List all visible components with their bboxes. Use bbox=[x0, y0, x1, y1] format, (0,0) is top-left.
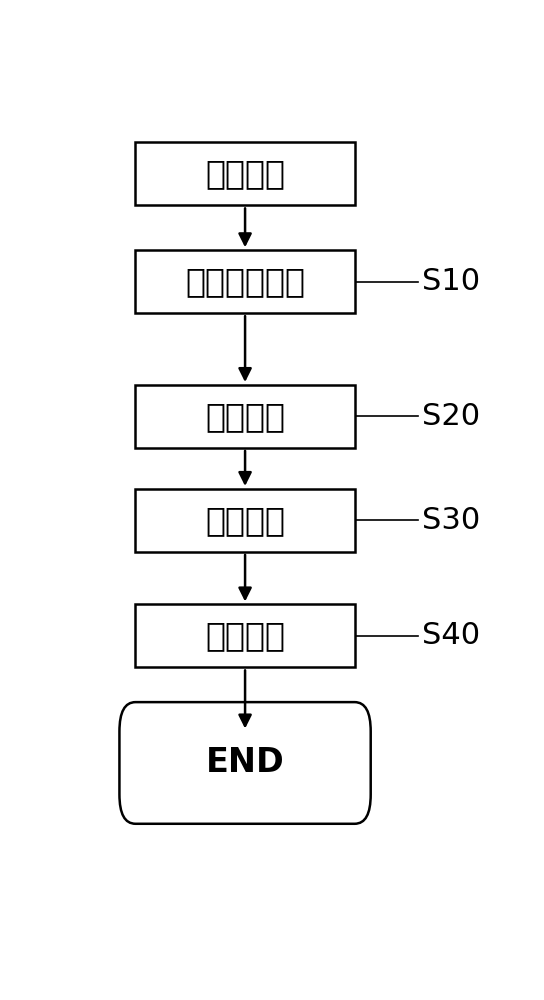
Bar bbox=[135, 385, 355, 448]
Text: 基底全局调平: 基底全局调平 bbox=[185, 265, 305, 298]
Text: 进行曝光: 进行曝光 bbox=[205, 619, 285, 652]
Bar bbox=[135, 142, 355, 205]
Text: 硅片对准: 硅片对准 bbox=[205, 400, 285, 433]
FancyBboxPatch shape bbox=[120, 702, 370, 824]
Text: S20: S20 bbox=[422, 402, 480, 431]
Text: 开始曝光: 开始曝光 bbox=[205, 157, 285, 190]
Text: 掩模对准: 掩模对准 bbox=[205, 504, 285, 537]
Bar bbox=[135, 604, 355, 667]
Text: S10: S10 bbox=[422, 267, 480, 296]
Text: S30: S30 bbox=[422, 506, 480, 535]
Text: END: END bbox=[206, 746, 285, 779]
Bar bbox=[135, 250, 355, 313]
Bar bbox=[135, 489, 355, 552]
Text: S40: S40 bbox=[422, 621, 480, 650]
